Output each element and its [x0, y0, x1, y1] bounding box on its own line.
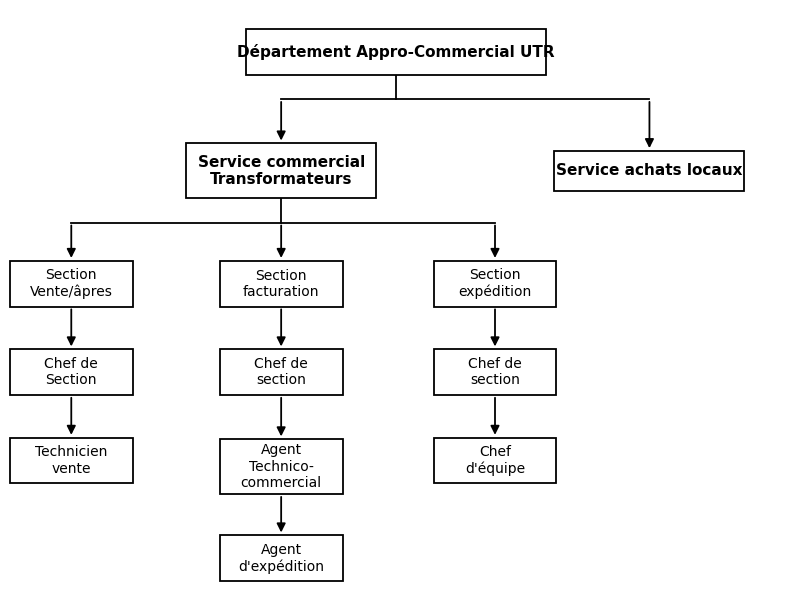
FancyBboxPatch shape — [219, 349, 343, 395]
FancyBboxPatch shape — [10, 438, 133, 483]
FancyBboxPatch shape — [219, 536, 343, 581]
FancyBboxPatch shape — [10, 349, 133, 395]
FancyBboxPatch shape — [219, 439, 343, 494]
Text: Département Appro-Commercial UTR: Département Appro-Commercial UTR — [237, 44, 555, 60]
Text: Chef de
section: Chef de section — [254, 357, 308, 387]
Text: Section
facturation: Section facturation — [243, 268, 319, 299]
FancyBboxPatch shape — [434, 261, 556, 306]
FancyBboxPatch shape — [219, 261, 343, 306]
Text: Service achats locaux: Service achats locaux — [556, 163, 743, 178]
Text: Technicien
vente: Technicien vente — [35, 445, 108, 476]
Text: Chef
d'équipe: Chef d'équipe — [465, 445, 525, 476]
FancyBboxPatch shape — [246, 29, 546, 74]
FancyBboxPatch shape — [186, 143, 376, 198]
Text: Chef de
Section: Chef de Section — [44, 357, 98, 387]
Text: Chef de
section: Chef de section — [468, 357, 522, 387]
Text: Section
expédition: Section expédition — [459, 268, 531, 299]
Text: Service commercial
Transformateurs: Service commercial Transformateurs — [197, 154, 365, 187]
FancyBboxPatch shape — [434, 349, 556, 395]
FancyBboxPatch shape — [10, 261, 133, 306]
Text: Agent
d'expédition: Agent d'expédition — [238, 543, 324, 573]
Text: Agent
Technico-
commercial: Agent Technico- commercial — [241, 443, 322, 490]
Text: Section
Vente/âpres: Section Vente/âpres — [30, 268, 112, 299]
FancyBboxPatch shape — [554, 151, 744, 190]
FancyBboxPatch shape — [434, 438, 556, 483]
